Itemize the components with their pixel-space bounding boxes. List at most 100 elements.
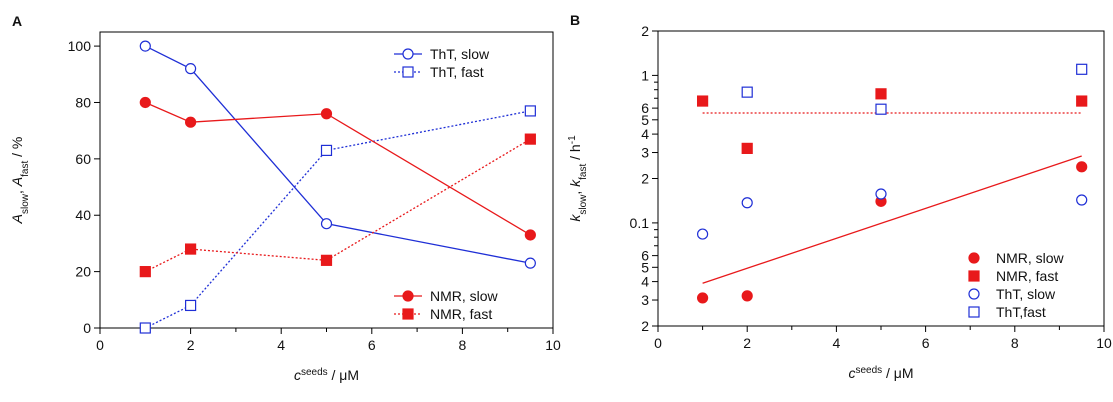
legend-marker bbox=[402, 66, 414, 78]
legend-label: NMR, fast bbox=[430, 306, 492, 322]
x-tick-label: 2 bbox=[743, 335, 751, 351]
label-part: / μM bbox=[328, 367, 359, 383]
legend-marker bbox=[968, 270, 980, 282]
y-tick-label: 3 bbox=[641, 145, 649, 161]
x-tick-label: 6 bbox=[368, 337, 376, 353]
y-tick-label: 60 bbox=[75, 151, 91, 167]
y-tick-label: 2 bbox=[641, 23, 649, 39]
y-tick-label: 5 bbox=[641, 112, 649, 128]
data-point bbox=[320, 108, 333, 120]
y-tick-label: 4 bbox=[641, 274, 649, 290]
data-point bbox=[696, 228, 709, 240]
data-point bbox=[875, 188, 887, 200]
y-tick-label: 100 bbox=[68, 38, 92, 54]
y-axis-label: Aslow, Afast / % bbox=[9, 137, 31, 225]
legend-label: ThT, slow bbox=[996, 286, 1056, 302]
data-point bbox=[320, 218, 333, 230]
y-tick-label: 4 bbox=[641, 126, 649, 142]
panel-label: A bbox=[12, 13, 22, 29]
x-axis-label: cseeds / μM bbox=[294, 367, 359, 384]
data-point bbox=[139, 96, 151, 109]
data-point bbox=[139, 322, 151, 334]
data-point bbox=[875, 88, 887, 100]
data-point bbox=[320, 254, 333, 266]
fit-line bbox=[702, 155, 1082, 284]
legend-marker bbox=[402, 308, 414, 320]
label-part: -1 bbox=[567, 135, 578, 144]
data-point bbox=[1076, 161, 1088, 173]
series-line bbox=[145, 45, 531, 264]
x-tick-label: 10 bbox=[1096, 335, 1112, 351]
y-tick-label: 0.1 bbox=[630, 215, 650, 231]
label-part: seeds bbox=[855, 365, 882, 376]
legend-label: ThT, fast bbox=[430, 64, 484, 80]
label-part: A bbox=[9, 177, 25, 187]
data-point bbox=[185, 63, 197, 75]
data-point bbox=[741, 142, 753, 154]
label-part: fast bbox=[578, 164, 589, 180]
legend: NMR, slow NMR, fast bbox=[394, 288, 499, 322]
data-point bbox=[185, 243, 197, 255]
x-tick-label: 6 bbox=[922, 335, 930, 351]
y-tick-label: 5 bbox=[641, 259, 649, 275]
label-part: k bbox=[567, 214, 583, 222]
y-tick-label: 1 bbox=[641, 67, 649, 83]
legend-label: ThT, slow bbox=[430, 46, 490, 62]
y-tick-label: 3 bbox=[641, 292, 649, 308]
y-tick-label: 20 bbox=[75, 264, 91, 280]
x-axis-label: cseeds / μM bbox=[848, 365, 913, 382]
legend-marker bbox=[968, 252, 980, 264]
x-tick-label: 2 bbox=[187, 337, 195, 353]
label-part: slow bbox=[20, 193, 31, 214]
label-part: fast bbox=[20, 161, 31, 177]
data-point bbox=[741, 197, 753, 209]
data-point bbox=[1076, 194, 1088, 206]
y-tick-label: 40 bbox=[75, 207, 91, 223]
data-point bbox=[139, 40, 151, 52]
legend: ThT, slow ThT, fast bbox=[394, 46, 490, 80]
y-axis-label: kslow, kfast / h-1 bbox=[567, 135, 589, 222]
data-point bbox=[1076, 95, 1088, 107]
label-part: k bbox=[567, 179, 583, 187]
series-line bbox=[145, 138, 531, 273]
label-part: slow bbox=[578, 194, 589, 215]
data-point bbox=[524, 133, 536, 145]
legend-marker bbox=[402, 48, 414, 60]
label-part: c bbox=[294, 367, 301, 383]
legend-marker bbox=[968, 288, 980, 300]
data-point bbox=[696, 95, 709, 107]
label-part: , bbox=[567, 187, 583, 195]
x-tick-label: 0 bbox=[654, 335, 662, 351]
label-part: seeds bbox=[301, 367, 328, 378]
data-point bbox=[185, 299, 197, 312]
x-tick-label: 8 bbox=[1011, 335, 1019, 351]
label-part: A bbox=[9, 214, 25, 224]
panel-label: B bbox=[570, 12, 580, 28]
x-tick-label: 4 bbox=[277, 337, 285, 353]
y-tick-label: 2 bbox=[641, 318, 649, 334]
label-part: , bbox=[9, 186, 25, 194]
series-line bbox=[145, 101, 531, 236]
plot-frame bbox=[99, 31, 554, 329]
y-tick-label: 2 bbox=[641, 171, 649, 187]
legend-marker bbox=[402, 290, 414, 302]
legend-label: NMR, slow bbox=[430, 288, 499, 304]
legend-marker bbox=[968, 306, 980, 318]
x-tick-label: 4 bbox=[833, 335, 841, 351]
data-point bbox=[875, 103, 887, 115]
label-part: c bbox=[848, 365, 855, 381]
legend-label: NMR, fast bbox=[996, 268, 1058, 284]
data-point bbox=[696, 292, 709, 304]
data-point bbox=[139, 266, 151, 278]
x-tick-label: 0 bbox=[96, 337, 104, 353]
data-point bbox=[524, 105, 536, 117]
data-point bbox=[1076, 63, 1088, 75]
label-part: / h bbox=[567, 144, 583, 163]
y-tick-label: 80 bbox=[75, 94, 91, 110]
legend: NMR, slow NMR, fast ThT, slow ThT,fast bbox=[968, 250, 1065, 320]
label-part: / μM bbox=[882, 365, 913, 381]
